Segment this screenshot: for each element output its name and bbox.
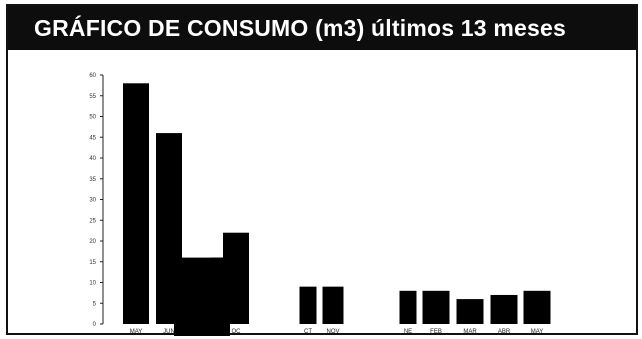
bar-feb: [422, 290, 450, 324]
bar-ene: [399, 290, 417, 324]
bar-jun: [156, 133, 182, 324]
chart-title-bar: GRÁFICO DE CONSUMO (m3) últimos 13 meses: [8, 6, 636, 50]
x-tick-label: JUN: [163, 329, 175, 335]
y-tick-label: 15: [89, 260, 96, 266]
x-tick-label: FEB: [430, 329, 442, 335]
bar-sep: [223, 232, 249, 324]
x-tick-label: MAY: [130, 329, 143, 335]
y-tick-label: 25: [89, 218, 96, 224]
redaction-block: [174, 316, 230, 336]
y-tick-label: 50: [89, 115, 96, 121]
y-tick-label: 10: [89, 281, 96, 287]
x-tick-label: MAR: [463, 329, 477, 335]
chart-frame: GRÁFICO DE CONSUMO (m3) últimos 13 meses: [6, 4, 638, 335]
x-tick-label: NE: [404, 329, 412, 335]
y-tick-label: 35: [89, 177, 96, 183]
x-tick-label: NOV: [326, 329, 339, 335]
x-tick-label: ABR: [498, 329, 511, 335]
y-tick-label: 30: [89, 198, 96, 204]
bar-mar: [456, 299, 484, 324]
y-tick-label: 55: [89, 94, 96, 100]
y-tick-label: 5: [93, 301, 97, 307]
bar-oct: [299, 286, 317, 324]
x-tick-label: MAY: [531, 329, 544, 335]
x-tick-label: OC: [232, 329, 242, 335]
chart-title: GRÁFICO DE CONSUMO (m3) últimos 13 meses: [34, 14, 566, 41]
bar-abr: [490, 294, 518, 324]
x-tick-label: CT: [304, 329, 312, 335]
y-tick-label: 40: [89, 156, 96, 162]
y-tick-label: 60: [89, 73, 96, 79]
y-tick-label: 20: [89, 239, 96, 245]
bar-may: [123, 83, 149, 324]
bar-nov: [322, 286, 344, 324]
y-tick-label: 45: [89, 135, 96, 141]
y-tick-label: 0: [93, 322, 97, 328]
bar-may: [523, 290, 551, 324]
